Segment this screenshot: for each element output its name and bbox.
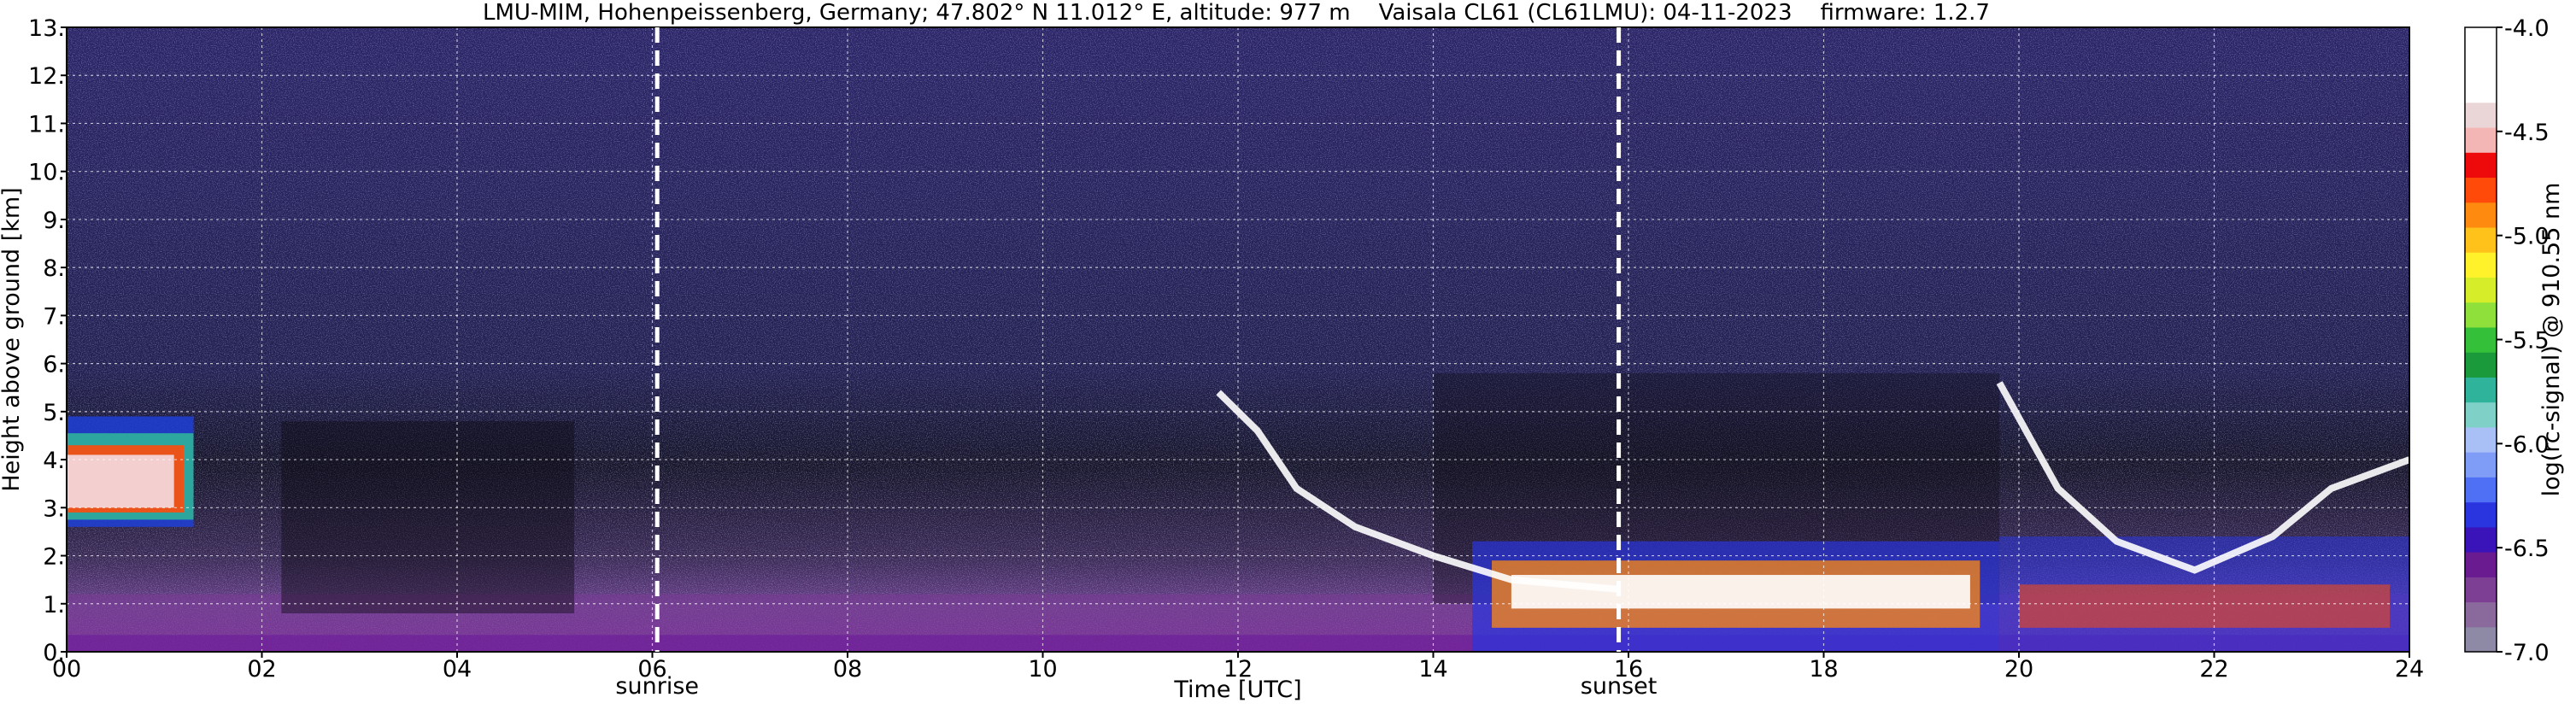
colorbar-tick-label: -7.0 xyxy=(2504,640,2550,666)
colorbar-segment xyxy=(2465,277,2497,303)
colorbar-tick-label: -5.0 xyxy=(2504,224,2550,250)
y-tick-label: 1. xyxy=(43,592,65,618)
colorbar-segment xyxy=(2465,501,2497,528)
x-tick-label: 14 xyxy=(1418,656,1447,683)
colorbar-segment xyxy=(2465,252,2497,278)
colorbar-segment xyxy=(2465,426,2497,453)
x-tick-label: 08 xyxy=(833,656,862,683)
ascending-cloud-layer xyxy=(1996,381,2409,574)
chart-title: LMU-MIM, Hohenpeissenberg, Germany; 47.8… xyxy=(483,0,1990,26)
x-tick-label: 06 xyxy=(637,656,666,683)
y-tick-label: 11. xyxy=(28,111,65,138)
y-tick-label: 3. xyxy=(43,495,65,522)
marker-label: sunset xyxy=(1581,673,1658,700)
colorbar-segment xyxy=(2465,352,2497,378)
colorbar-segment xyxy=(2465,302,2497,328)
colorbar-segment xyxy=(2465,552,2497,577)
colorbar-segment xyxy=(2465,102,2497,128)
colorbar-segment xyxy=(2465,77,2497,103)
colorbar-tick-label: -6.0 xyxy=(2504,431,2550,458)
x-tick-label: 16 xyxy=(1614,656,1643,683)
y-tick-label: 8. xyxy=(43,255,65,282)
colorbar-segment xyxy=(2465,477,2497,503)
colorbar-segment xyxy=(2465,177,2497,203)
y-tick-label: 13. xyxy=(28,15,65,42)
colorbar-tick-label: -5.5 xyxy=(2504,328,2550,354)
plot-area xyxy=(67,27,2409,652)
colorbar-tick-label: -6.5 xyxy=(2504,536,2550,562)
colorbar-segment xyxy=(2465,526,2497,553)
y-tick-label: 7. xyxy=(43,303,65,330)
colorbar-segment xyxy=(2465,202,2497,228)
x-tick-label: 02 xyxy=(247,656,276,683)
cloud-layer-peak xyxy=(67,454,174,508)
low-cloud-mid xyxy=(2019,584,2391,628)
colorbar-segment xyxy=(2465,452,2497,478)
descending-cloud-layer xyxy=(1216,390,1619,593)
x-tick-label: 04 xyxy=(443,656,472,683)
y-tick-label: 5. xyxy=(43,400,65,426)
y-tick-label: 12. xyxy=(28,63,65,90)
y-tick-label: 6. xyxy=(43,352,65,378)
x-tick-label: 18 xyxy=(1809,656,1838,683)
y-axis-label: Height above ground [km] xyxy=(0,187,25,491)
colorbar: -4.0 -4.5 -5.0 -5.5 -6.0 -6.5 -7.0 xyxy=(2464,15,2550,666)
colorbar-segment xyxy=(2465,577,2497,603)
y-tick-label: 10. xyxy=(28,160,65,186)
colorbar-segment xyxy=(2465,626,2497,653)
colorbar-segment xyxy=(2465,226,2497,253)
x-tick-label: 22 xyxy=(2199,656,2228,683)
colorbar-segment xyxy=(2465,152,2497,179)
marker-label: sunrise xyxy=(615,673,699,700)
y-tick-label: 9. xyxy=(43,208,65,234)
y-tick-label: 0. xyxy=(43,640,65,666)
x-axis-label: Time [UTC] xyxy=(1173,677,1301,703)
x-tick-label: 24 xyxy=(2395,656,2424,683)
colorbar-tick-label: -4.0 xyxy=(2504,15,2550,42)
colorbar-segment xyxy=(2465,401,2497,428)
colorbar-tick-label: -4.5 xyxy=(2504,120,2550,146)
colorbar-segment xyxy=(2465,377,2497,403)
colorbar-segment xyxy=(2465,52,2497,79)
colorbar-segment xyxy=(2465,326,2497,353)
x-tick-label: 00 xyxy=(52,656,81,683)
y-tick-label: 4. xyxy=(43,448,65,474)
low-cloud-core xyxy=(1511,575,1970,609)
colorbar-segment xyxy=(2465,27,2497,53)
colorbar-segment xyxy=(2465,126,2497,153)
dark-region xyxy=(281,421,575,614)
x-tick-label: 10 xyxy=(1028,656,1057,683)
y-tick-label: 2. xyxy=(43,544,65,571)
colorbar-segment xyxy=(2465,601,2497,628)
colorbar-label: log(rc-signal) @ 910.55 nm xyxy=(2538,183,2565,497)
x-tick-label: 12 xyxy=(1223,656,1253,683)
x-tick-label: 20 xyxy=(2004,656,2033,683)
